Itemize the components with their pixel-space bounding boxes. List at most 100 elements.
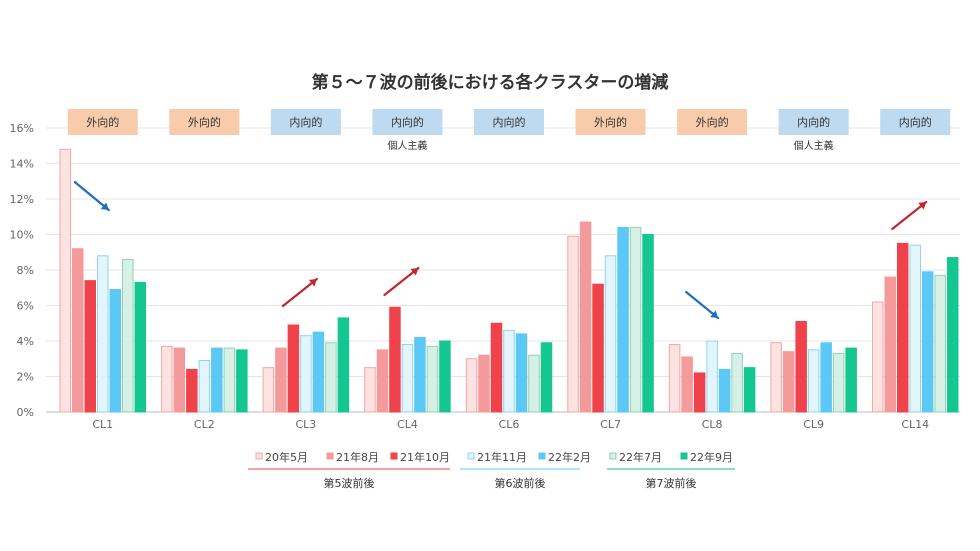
y-tick-label: 2% bbox=[17, 371, 34, 384]
bar-cl6-5 bbox=[515, 333, 528, 413]
bar-cl1-7 bbox=[134, 281, 147, 413]
legend-label: 21年11月 bbox=[477, 450, 527, 464]
bar-cl9-6 bbox=[832, 352, 845, 413]
category-subtag-label: 個人主義 bbox=[387, 139, 427, 152]
x-category-label: CL3 bbox=[295, 418, 316, 431]
bar-cl4-4 bbox=[401, 344, 414, 413]
bar-cl8-4 bbox=[706, 340, 718, 413]
category-tag-label: 外向的 bbox=[594, 115, 627, 129]
bar-cl1-1 bbox=[59, 148, 72, 413]
bar-cl2-3 bbox=[186, 368, 198, 413]
y-tick-label: 0% bbox=[17, 406, 34, 419]
bar-cl9-4 bbox=[807, 349, 820, 413]
category-tag-label: 外向的 bbox=[188, 115, 221, 129]
trend-arrow-up bbox=[383, 266, 420, 297]
bar-cl6-7 bbox=[540, 342, 553, 413]
bar-cl6-4 bbox=[503, 329, 515, 413]
bars bbox=[59, 148, 959, 413]
bar-cl4-7 bbox=[439, 340, 451, 413]
bar-cl2-5 bbox=[211, 347, 223, 413]
trend-arrow-up bbox=[281, 277, 318, 308]
trend-arrows bbox=[73, 180, 928, 320]
category-tag-box bbox=[67, 109, 138, 135]
bar-cl8-3 bbox=[693, 372, 706, 413]
legend-label: 21年10月 bbox=[400, 450, 450, 464]
bar-cl14-5 bbox=[921, 271, 934, 413]
bar-cl14-3 bbox=[896, 242, 909, 413]
category-tag-label: 内向的 bbox=[289, 115, 322, 129]
trend-arrow-down bbox=[73, 180, 110, 212]
legend-group-label: 第5波前後 bbox=[324, 476, 375, 490]
y-tick-label: 12% bbox=[10, 193, 34, 206]
category-subtag-label: 個人主義 bbox=[794, 139, 834, 152]
bar-cl1-4 bbox=[97, 255, 109, 413]
bar-cl3-4 bbox=[300, 335, 312, 413]
bar-cl3-2 bbox=[275, 347, 287, 413]
legend-swatch bbox=[538, 452, 546, 460]
bar-cl1-2 bbox=[72, 248, 84, 413]
bar-cl7-1 bbox=[567, 235, 579, 413]
bar-cl9-7 bbox=[845, 347, 857, 413]
bar-cl6-6 bbox=[528, 354, 540, 413]
category-tag-label: 内向的 bbox=[899, 115, 932, 129]
chart-title: 第５～７波の前後における各クラスターの増減 bbox=[312, 72, 669, 93]
bar-cl3-5 bbox=[312, 331, 325, 413]
legend-swatch bbox=[680, 452, 688, 460]
x-category-label: CL4 bbox=[397, 418, 418, 431]
y-axis-ticks: 0% 2% 4% 6% 8% 10% 12% 14% 16% bbox=[10, 122, 34, 419]
bar-cl4-3 bbox=[389, 306, 401, 413]
x-category-label: CL1 bbox=[92, 418, 113, 431]
bar-cl1-5 bbox=[109, 289, 122, 413]
bar-cl9-2 bbox=[782, 351, 795, 413]
bar-cl9-3 bbox=[795, 320, 807, 413]
bar-cl7-2 bbox=[579, 221, 592, 413]
bar-cl2-4 bbox=[198, 360, 211, 413]
bar-cl8-7 bbox=[743, 367, 756, 413]
category-tag-box bbox=[372, 109, 443, 135]
bar-cl4-5 bbox=[414, 336, 426, 413]
x-category-label: CL14 bbox=[901, 418, 929, 431]
legend-label: 22年7月 bbox=[619, 450, 662, 464]
bar-cl4-1 bbox=[364, 367, 376, 413]
legend-swatch bbox=[326, 452, 334, 460]
y-tick-label: 6% bbox=[17, 300, 34, 313]
legend-group-label: 第7波前後 bbox=[646, 476, 697, 490]
category-tag-label: 内向的 bbox=[493, 115, 526, 129]
legend-swatch bbox=[390, 452, 398, 460]
bar-cl14-1 bbox=[871, 301, 884, 413]
y-tick-label: 8% bbox=[17, 264, 34, 277]
bar-cl2-2 bbox=[173, 347, 186, 413]
trend-arrow-down bbox=[685, 290, 720, 320]
category-tag-box bbox=[575, 109, 646, 135]
y-tick-label: 14% bbox=[10, 158, 34, 171]
bar-cl14-6 bbox=[934, 274, 946, 413]
category-tag-label: 外向的 bbox=[86, 115, 119, 129]
bar-cl3-7 bbox=[337, 317, 350, 413]
bar-cl8-2 bbox=[681, 356, 693, 413]
bar-cl6-2 bbox=[478, 354, 490, 413]
category-tag-box bbox=[778, 109, 849, 135]
y-tick-label: 10% bbox=[10, 229, 34, 242]
category-tag-box bbox=[677, 109, 748, 135]
legend-label: 22年2月 bbox=[548, 450, 591, 464]
bar-cl2-1 bbox=[161, 345, 173, 413]
legend-swatch bbox=[609, 452, 617, 460]
bar-cl14-4 bbox=[909, 244, 921, 413]
bar-cl9-5 bbox=[820, 342, 832, 413]
bar-cl6-3 bbox=[490, 322, 503, 413]
x-axis-categories: CL1 CL2 CL3 CL4 CL6 CL7 CL8 CL9 CL14 bbox=[92, 418, 929, 431]
category-tag-box bbox=[270, 109, 341, 135]
bar-cl3-1 bbox=[262, 367, 275, 413]
category-tag-label: 内向的 bbox=[797, 115, 830, 129]
legend-label: 22年9月 bbox=[690, 450, 733, 464]
legend-label: 20年5月 bbox=[265, 450, 308, 464]
bar-cl7-7 bbox=[642, 234, 654, 413]
bar-cl4-2 bbox=[376, 349, 389, 413]
bar-cl14-2 bbox=[884, 276, 896, 413]
trend-arrow-up bbox=[891, 200, 928, 231]
category-tag-box bbox=[880, 109, 951, 135]
bar-cl6-1 bbox=[465, 358, 478, 413]
bar-cl8-5 bbox=[718, 368, 731, 413]
